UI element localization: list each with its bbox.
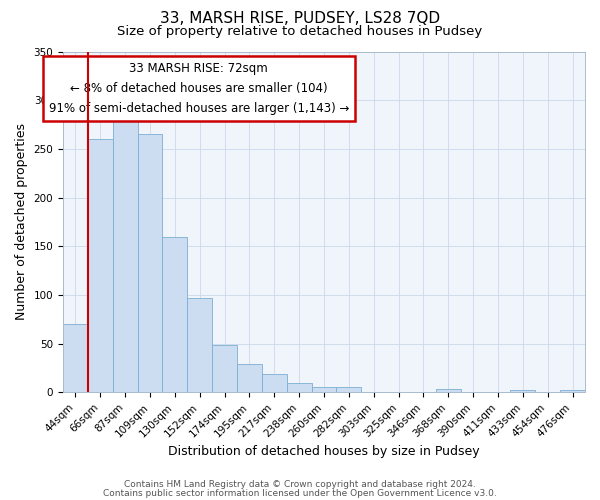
Text: Size of property relative to detached houses in Pudsey: Size of property relative to detached ho… [118, 25, 482, 38]
Bar [163, 236, 187, 392]
Bar [287, 382, 311, 392]
Bar [88, 139, 113, 392]
Bar [63, 324, 88, 392]
Text: 33 MARSH RISE: 72sqm
← 8% of detached houses are smaller (104)
91% of semi-detac: 33 MARSH RISE: 72sqm ← 8% of detached ho… [49, 62, 349, 114]
Bar [311, 386, 337, 392]
X-axis label: Distribution of detached houses by size in Pudsey: Distribution of detached houses by size … [168, 444, 480, 458]
Bar [436, 390, 461, 392]
Bar [212, 344, 237, 393]
Bar [187, 298, 212, 392]
Y-axis label: Number of detached properties: Number of detached properties [15, 124, 28, 320]
Bar [511, 390, 535, 392]
Bar [237, 364, 262, 392]
Bar [262, 374, 287, 392]
Bar [137, 134, 163, 392]
Text: 33, MARSH RISE, PUDSEY, LS28 7QD: 33, MARSH RISE, PUDSEY, LS28 7QD [160, 11, 440, 26]
Text: Contains HM Land Registry data © Crown copyright and database right 2024.: Contains HM Land Registry data © Crown c… [124, 480, 476, 489]
Bar [337, 388, 361, 392]
Text: Contains public sector information licensed under the Open Government Licence v3: Contains public sector information licen… [103, 489, 497, 498]
Bar [560, 390, 585, 392]
Bar [113, 107, 137, 393]
